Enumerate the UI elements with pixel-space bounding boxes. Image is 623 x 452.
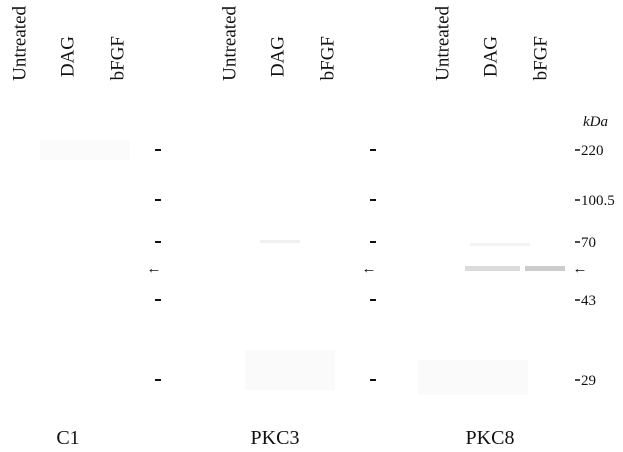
lane-label: Untreated xyxy=(10,6,31,81)
smudge xyxy=(418,360,528,395)
marker-label: 100.5 xyxy=(581,193,615,209)
band xyxy=(470,243,530,246)
lane-label: bFGF xyxy=(531,36,552,80)
lane-label: Untreated xyxy=(433,6,454,81)
blot-smudges xyxy=(40,140,565,395)
lane-label: bFGF xyxy=(108,36,129,80)
smudge xyxy=(40,140,130,160)
smudge xyxy=(245,350,335,390)
labels: Untreated DAG bFGF C1 Untreated DAG bFGF PKC3 Un… xyxy=(10,6,615,449)
lane-label: DAG xyxy=(481,36,502,77)
lane-label: DAG xyxy=(268,36,289,77)
unit-label: kDa xyxy=(583,114,608,130)
marker-label: 220 xyxy=(581,143,604,159)
panel-label: C1 xyxy=(56,427,79,449)
band xyxy=(260,240,300,243)
lane-label: Untreated xyxy=(220,6,241,81)
marker-label: 29 xyxy=(581,373,596,389)
lane-label: DAG xyxy=(58,36,79,77)
panel-label: PKC3 xyxy=(251,427,300,449)
arrow: ← xyxy=(147,261,162,277)
band xyxy=(465,266,520,271)
lane-label: bFGF xyxy=(318,36,339,80)
arrow: ← xyxy=(573,261,588,277)
panel-label: PKC8 xyxy=(466,427,515,449)
marker-label: 70 xyxy=(581,235,596,251)
arrow: ← xyxy=(362,261,377,277)
marker-label: 43 xyxy=(581,293,596,309)
band xyxy=(525,266,565,271)
